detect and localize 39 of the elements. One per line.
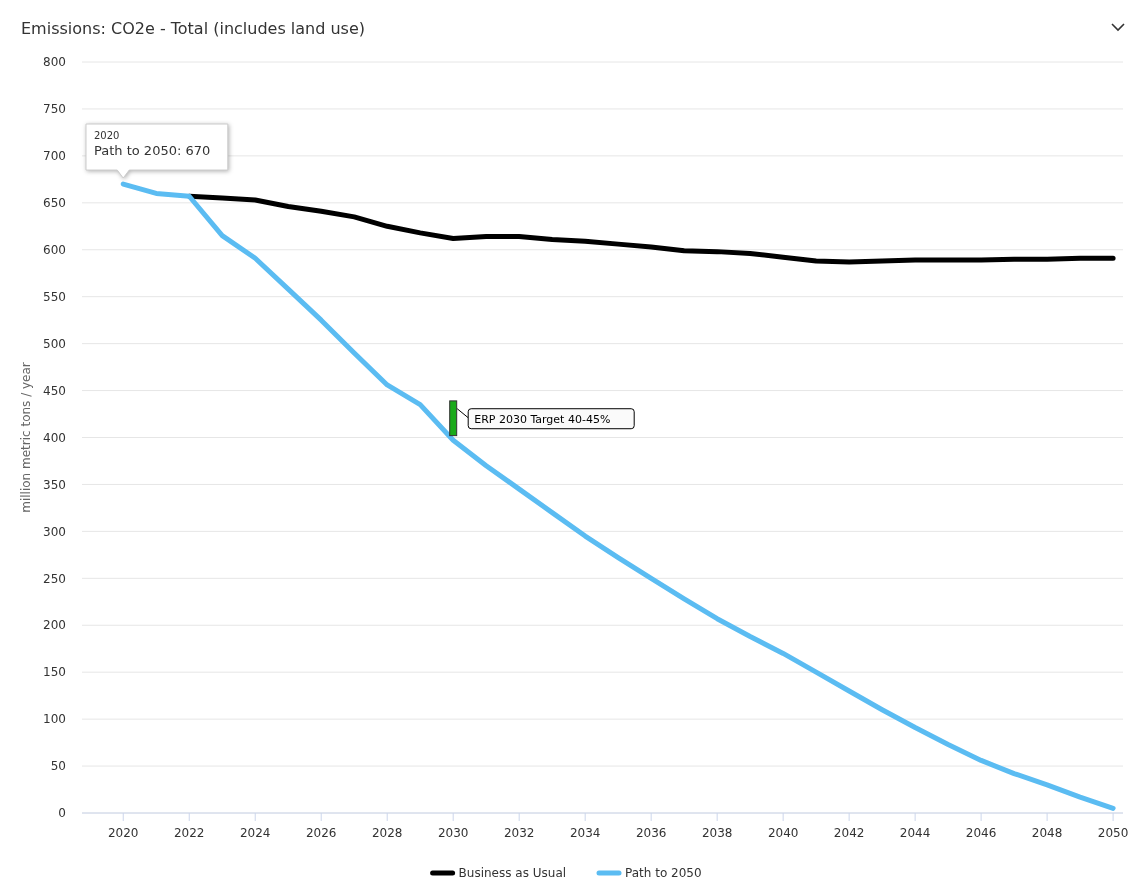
annotation: 2020 Path to 2050: 670 bbox=[94, 130, 211, 159]
x-tick-label: 2042 bbox=[833, 826, 865, 840]
legend-label: Business as Usual bbox=[458, 866, 567, 881]
x-tick-label: 2050 bbox=[1097, 826, 1129, 840]
y-tick-label: 550 bbox=[43, 289, 66, 304]
y-tick-label: 450 bbox=[43, 383, 66, 398]
x-tick-label: 2040 bbox=[767, 826, 799, 840]
x-tick-label: 2026 bbox=[305, 826, 337, 840]
x-tick-label: 2032 bbox=[503, 826, 535, 840]
x-tick-label: 2022 bbox=[173, 826, 205, 840]
y-tick-label: 200 bbox=[43, 618, 66, 633]
x-tick-label: 2046 bbox=[965, 826, 997, 840]
y-tick-label: 300 bbox=[43, 524, 66, 539]
y-tick-label: 750 bbox=[43, 102, 66, 117]
y-tick-label: 700 bbox=[43, 149, 66, 164]
y-tick-label: 0 bbox=[58, 806, 66, 821]
legend-label: Path to 2050 bbox=[625, 866, 702, 881]
y-tick-label: 800 bbox=[43, 55, 66, 70]
y-axis-title: million metric tons / year bbox=[19, 362, 33, 513]
annotation: ERP 2030 Target 40-45% bbox=[474, 412, 611, 426]
x-tick-label: 2034 bbox=[569, 826, 601, 840]
x-tick-label: 2048 bbox=[1031, 826, 1063, 840]
x-tick-label: 2024 bbox=[239, 826, 271, 840]
y-tick-label: 100 bbox=[43, 712, 66, 727]
y-tick-label: 400 bbox=[43, 430, 66, 445]
x-tick-label: 2030 bbox=[437, 826, 469, 840]
x-tick-label: 2020 bbox=[107, 826, 139, 840]
chart-title: Emissions: CO2e - Total (includes land use) bbox=[21, 19, 366, 38]
y-tick-label: 500 bbox=[43, 336, 66, 351]
x-tick-label: 2044 bbox=[899, 826, 931, 840]
x-tick-label: 2036 bbox=[635, 826, 667, 840]
x-tick-label: 2028 bbox=[371, 826, 403, 840]
y-tick-label: 150 bbox=[43, 665, 66, 680]
x-tick-label: 2038 bbox=[701, 826, 733, 840]
y-tick-label: 350 bbox=[43, 477, 66, 492]
y-tick-label: 650 bbox=[43, 196, 66, 211]
y-tick-label: 600 bbox=[43, 242, 66, 257]
y-tick-label: 50 bbox=[50, 759, 66, 774]
y-tick-label: 250 bbox=[43, 571, 66, 586]
